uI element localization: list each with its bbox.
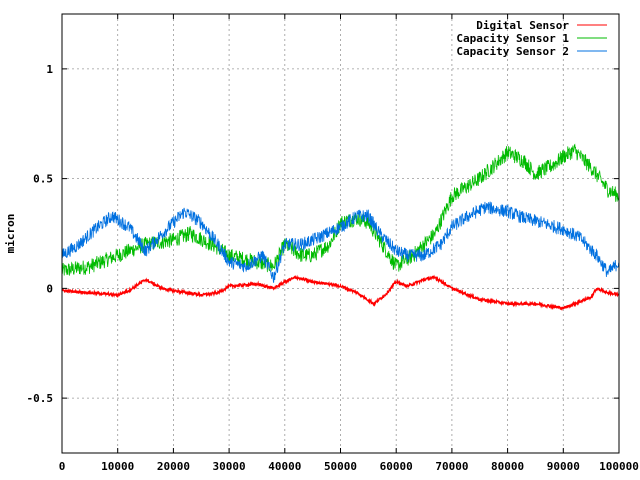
x-tick-label: 50000 — [324, 460, 357, 473]
y-axis: 1 0.5 0 -0.5 — [27, 63, 619, 405]
x-tick-label: 30000 — [213, 460, 246, 473]
series-line-capacity-sensor-1 — [61, 143, 620, 276]
x-tick-label: 90000 — [547, 460, 580, 473]
grid — [62, 14, 619, 453]
x-tick-label: 0 — [59, 460, 66, 473]
y-tick-label: 1 — [46, 63, 53, 76]
legend-label: Capacity Sensor 2 — [456, 45, 569, 58]
x-tick-label: 100000 — [599, 460, 639, 473]
y-tick-label: 0.5 — [33, 173, 53, 186]
x-tick-label: 80000 — [491, 460, 524, 473]
legend-label: Capacity Sensor 1 — [456, 32, 569, 45]
y-axis-label: micron — [4, 214, 17, 254]
series-line-capacity-sensor-2 — [61, 201, 620, 283]
x-tick-label: 40000 — [268, 460, 301, 473]
series-line-digital-sensor — [61, 274, 620, 312]
y-tick-label: -0.5 — [27, 392, 54, 405]
legend-label: Digital Sensor — [476, 19, 569, 32]
x-tick-label: 60000 — [380, 460, 413, 473]
x-tick-label: 20000 — [157, 460, 190, 473]
y-tick-label: 0 — [46, 282, 53, 295]
x-tick-label: 70000 — [435, 460, 468, 473]
x-axis: 0 10000 20000 30000 40000 50000 60000 70000 8000… — [59, 14, 639, 473]
plot-area — [61, 143, 620, 312]
x-tick-label: 10000 — [101, 460, 134, 473]
